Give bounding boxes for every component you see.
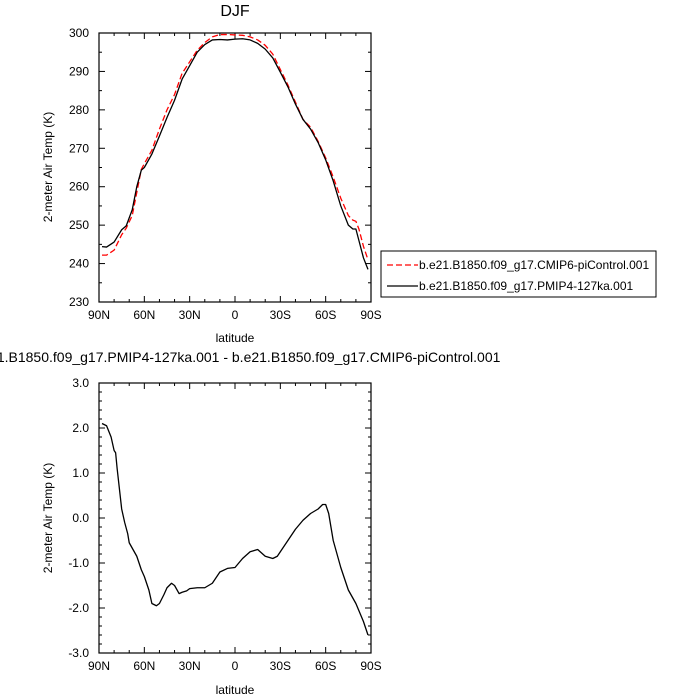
bottom-y-tick-label: -1.0 <box>68 556 89 570</box>
chart-title-bottom: b.e21.B1850.f09_g17.PMIP4-127ka.001 - b.… <box>0 349 501 365</box>
top-y-tick-label: 300 <box>69 26 89 40</box>
top-y-tick-label: 240 <box>69 257 89 271</box>
bottom-plot-frame <box>98 382 372 654</box>
bottom-series-line-0 <box>101 422 369 636</box>
top-x-tick-label: 90S <box>360 308 381 322</box>
bottom-y-tick-label: -3.0 <box>68 646 89 660</box>
bottom-x-tick-label: 0 <box>232 659 239 673</box>
bottom-y-tick-label: 1.0 <box>72 466 89 480</box>
top-y-tick-label: 230 <box>69 295 89 309</box>
top-series-line-0 <box>102 33 369 260</box>
top-x-tick-label: 60N <box>133 308 155 322</box>
bottom-y-tick-label: -2.0 <box>68 601 89 615</box>
bottom-x-tick-label: 90N <box>88 659 110 673</box>
top-x-tick-label: 60S <box>315 308 336 322</box>
bottom-y-tick-label: 3.0 <box>72 376 89 390</box>
bottom-x-tick-label: 30N <box>179 659 201 673</box>
bottom-x-tick-label: 30S <box>270 659 291 673</box>
top-x-tick-label: 90N <box>88 308 110 322</box>
bottom-x-tick-label: 60S <box>315 659 336 673</box>
bottom-y-tick-label: 2.0 <box>72 421 89 435</box>
x-axis-label-bottom: latitude <box>216 683 255 697</box>
top-x-tick-label: 30S <box>270 308 291 322</box>
top-x-tick-label: 0 <box>232 308 239 322</box>
top-y-tick-label: 260 <box>69 180 89 194</box>
legend: b.e21.B1850.f09_g17.CMIP6-piControl.001b… <box>380 250 657 298</box>
y-axis-label-top: 2-meter Air Temp (K) <box>41 112 55 222</box>
bottom-y-tick-label: 0.0 <box>72 511 89 525</box>
top-x-tick-label: 30N <box>179 308 201 322</box>
top-y-tick-label: 280 <box>69 103 89 117</box>
chart-title-top: DJF <box>220 3 250 20</box>
y-axis-label-bottom: 2-meter Air Temp (K) <box>41 463 55 573</box>
legend-label-1: b.e21.B1850.f09_g17.PMIP4-127ka.001 <box>419 279 633 293</box>
bottom-x-tick-label: 60N <box>133 659 155 673</box>
legend-label-0: b.e21.B1850.f09_g17.CMIP6-piControl.001 <box>419 258 649 272</box>
top-y-tick-label: 270 <box>69 141 89 155</box>
plot-top: 90N 60N 30N 0 30S 60S 90S 230 240 250 260 270 280 290… <box>69 26 382 322</box>
top-y-tick-label: 290 <box>69 64 89 78</box>
plot-bottom: 90N 60N 30N 0 30S 60S 90S -3.0 -2.0 -1.0 0.0 1.0 2.0… <box>68 376 381 673</box>
top-series-line-1 <box>101 38 369 270</box>
top-plot-frame <box>98 32 372 303</box>
legend-box <box>380 250 657 298</box>
x-axis-label-top: latitude <box>216 331 255 345</box>
bottom-x-tick-label: 90S <box>360 659 381 673</box>
top-y-tick-label: 250 <box>69 218 89 232</box>
